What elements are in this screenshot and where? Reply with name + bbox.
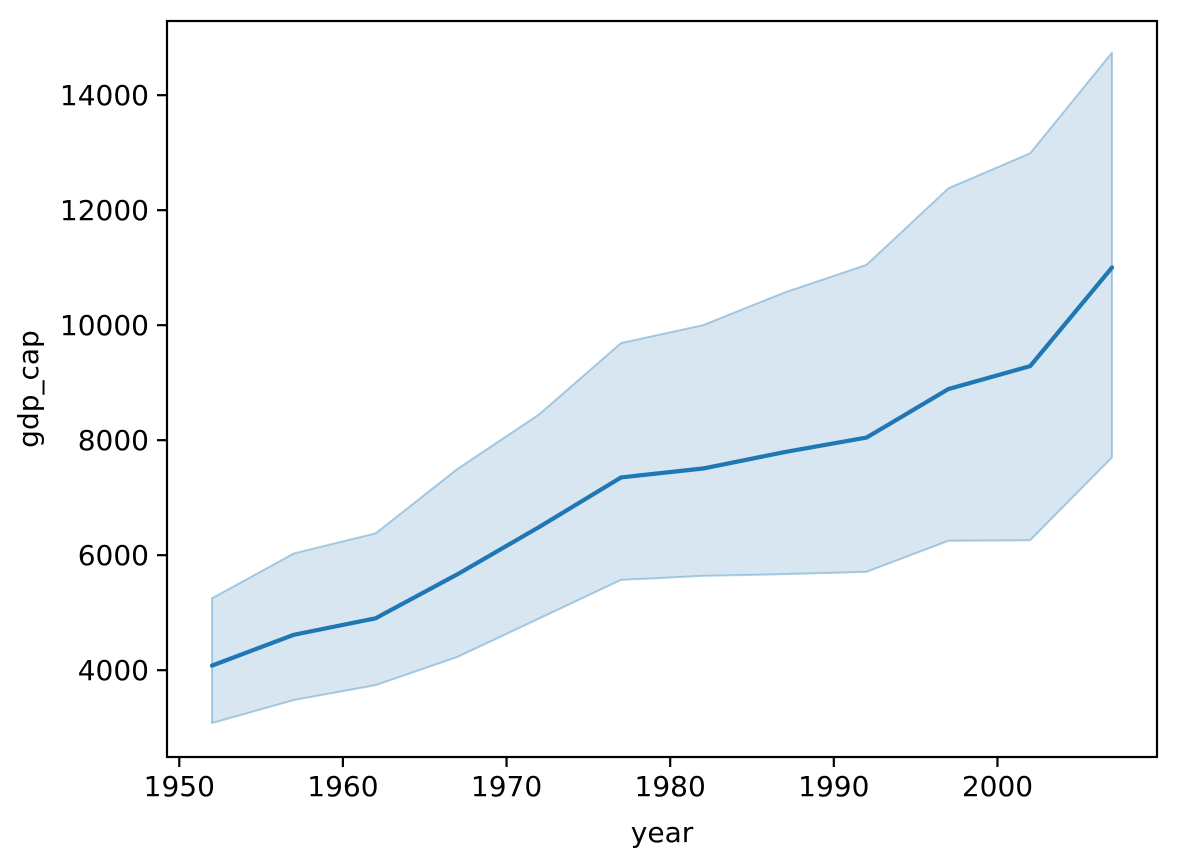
x-tick-label: 1950 (144, 770, 215, 803)
y-tick-label: 8000 (78, 424, 149, 457)
x-axis-label: year (631, 816, 694, 849)
x-tick-label: 2000 (962, 770, 1033, 803)
y-axis-label: gdp_cap (12, 330, 45, 448)
y-tick-label: 10000 (60, 309, 149, 342)
y-tick-label: 12000 (60, 194, 149, 227)
x-tick-label: 1990 (798, 770, 869, 803)
ci-band-layer (211, 51, 1113, 725)
y-tick-label: 6000 (78, 539, 149, 572)
x-tick-label: 1960 (307, 770, 378, 803)
y-tick-label: 14000 (60, 79, 149, 112)
x-tick-label: 1980 (635, 770, 706, 803)
axes-layer: 1950 1960 1970 1980 1990 2000 4000 6000 8000 1000… (60, 19, 1159, 803)
line-series-layer (209, 265, 1115, 668)
plot-spines (165, 19, 1159, 759)
gdp_cap-mean-line (209, 265, 1115, 668)
confidence-band (211, 51, 1113, 725)
y-tick-label: 4000 (78, 654, 149, 687)
x-tick-label: 1970 (471, 770, 542, 803)
